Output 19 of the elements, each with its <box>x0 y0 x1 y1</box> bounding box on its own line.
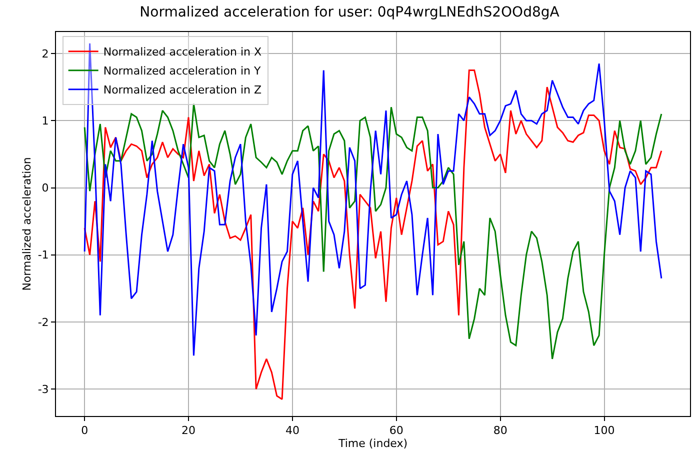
x-tick-label: 60 <box>389 424 404 438</box>
x-axis-title: Time (index) <box>337 437 408 450</box>
x-tick-label: 40 <box>285 424 300 438</box>
y-axis-title: Normalized acceleration <box>20 157 34 291</box>
y-tick-label: 1 <box>42 114 49 128</box>
x-tick-label: 0 <box>81 424 88 438</box>
x-tick-label: 20 <box>182 424 196 438</box>
y-tick-label: -1 <box>38 248 49 262</box>
x-tick-label: 100 <box>594 424 615 438</box>
legend-label: Normalized acceleration in Y <box>103 64 261 78</box>
y-tick-label: -3 <box>38 383 49 396</box>
x-tick-label: 80 <box>493 424 508 438</box>
legend-label: Normalized acceleration in Z <box>103 84 262 97</box>
y-tick-label: 2 <box>42 47 49 60</box>
legend-label: Normalized acceleration in X <box>103 46 262 59</box>
line-series <box>84 103 662 360</box>
chart-title: Normalized acceleration for user: 0qP4wrgLNEdhS2OOd8gA <box>140 4 560 21</box>
y-tick-label: -2 <box>38 316 49 329</box>
y-tick-label: 0 <box>42 182 49 195</box>
